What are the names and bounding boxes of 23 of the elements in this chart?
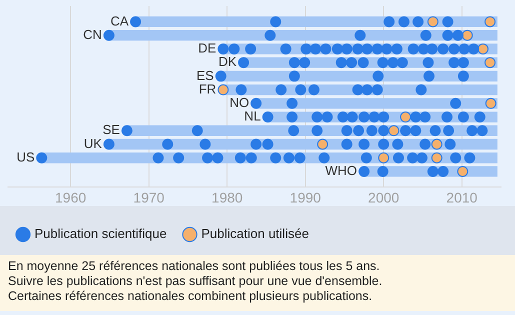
text: En moyenne 25 références nationales sont publiées tous les 5 ans. <box>8 259 381 274</box>
y-tick-label: UK <box>84 136 102 151</box>
x-tick-label: 1990 <box>290 189 322 206</box>
text: Certaines références nationales combinent plusieurs publications. <box>8 289 374 304</box>
y-tick-label: DK <box>218 54 237 70</box>
y-tick-label: CA <box>110 13 129 28</box>
x-tick-label: 2000 <box>368 189 400 206</box>
y-tick-label: FR <box>198 81 216 96</box>
x-tick-label: 2010 <box>446 189 478 206</box>
y-tick-label: NL <box>244 108 261 124</box>
x-tick-label: 1970 <box>133 189 165 206</box>
x-tick-label: 1980 <box>212 189 243 206</box>
y-tick-label: US <box>16 149 35 164</box>
y-tick-label: SE <box>102 122 120 138</box>
y-tick-label: WHO <box>325 163 358 178</box>
y-tick-label: ES <box>196 68 214 83</box>
legend-label: Publication utilisée <box>201 226 309 242</box>
legend-label: Publication scientifique <box>34 226 167 242</box>
y-tick-label: CN <box>83 26 102 42</box>
text: Suivre les publications n'est pas suffisant pour une vue d'ensemble. <box>8 274 384 289</box>
y-tick-label: DE <box>198 40 217 56</box>
x-tick-label: 1960 <box>55 189 86 206</box>
y-tick-label: NO <box>230 94 250 110</box>
